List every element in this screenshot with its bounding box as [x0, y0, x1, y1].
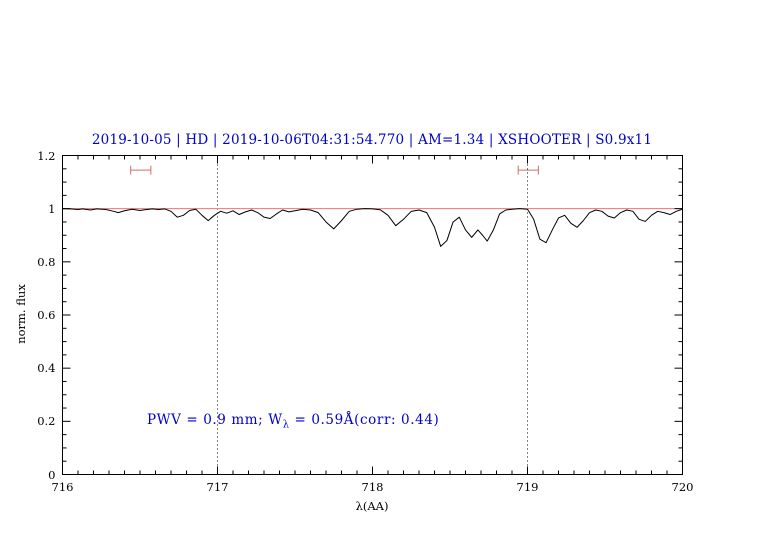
y-tick-label: 1.2 — [37, 148, 56, 163]
spectrum-line — [62, 208, 683, 247]
y-tick-label: 0.8 — [37, 254, 56, 269]
x-tick-label: 718 — [361, 479, 384, 494]
x-tick-label: 716 — [51, 479, 74, 494]
x-tick-label: 720 — [671, 479, 694, 494]
annotation-suffix: = 0.59Å(corr: 0.44) — [289, 412, 440, 428]
plot-title: 2019-10-05 | HD | 2019-10-06T04:31:54.77… — [91, 132, 653, 148]
annotation-lambda-subscript: λ — [282, 419, 290, 431]
x-tick-label: 719 — [516, 479, 539, 494]
y-tick-label: 1 — [48, 201, 56, 216]
x-axis-label: λ(AA) — [355, 499, 389, 513]
pwv-annotation: PWV = 0.9 mm; Wλ = 0.59Å(corr: 0.44) — [147, 412, 439, 431]
y-tick-label: 0.2 — [37, 414, 56, 429]
x-tick-label: 717 — [206, 479, 229, 494]
y-tick-label: 0.6 — [37, 308, 56, 322]
y-axis-label: norm. flux — [14, 284, 28, 344]
annotation-prefix: PWV = 0.9 mm; W — [147, 412, 283, 428]
y-tick-label: 0.4 — [37, 361, 56, 376]
y-tick-label: 0 — [48, 467, 56, 482]
